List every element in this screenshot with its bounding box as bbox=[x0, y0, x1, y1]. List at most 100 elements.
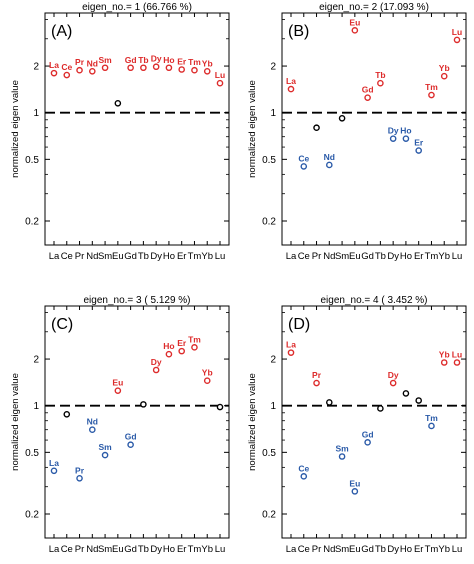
data-point bbox=[191, 344, 198, 351]
data-point bbox=[364, 94, 371, 101]
x-tick-label: Gd bbox=[124, 544, 137, 555]
x-tick-label: Nd bbox=[323, 251, 335, 262]
data-label: Pr bbox=[312, 370, 322, 380]
x-tick-label: Er bbox=[414, 251, 424, 262]
data-point bbox=[453, 36, 461, 44]
y-tick-label: 0.2 bbox=[25, 509, 39, 520]
x-tick-label: Er bbox=[414, 544, 424, 555]
panel-label: (B) bbox=[288, 23, 309, 40]
x-tick-label: Sm bbox=[98, 544, 112, 555]
y-tick-label: 0.2 bbox=[25, 216, 39, 227]
chart-panel-2: eigen_no.= 2 (17.093 %) (B) 0.2 0.5 1 2 normal… bbox=[247, 2, 467, 262]
data-label: Nd bbox=[87, 417, 98, 427]
data-point bbox=[440, 72, 448, 80]
data-label: Nd bbox=[87, 58, 98, 68]
data-label: Gd bbox=[125, 55, 137, 65]
data-point bbox=[178, 66, 185, 73]
x-tick-label: Yb bbox=[438, 544, 450, 555]
x-tick-label: Lu bbox=[452, 251, 463, 262]
data-point bbox=[50, 69, 58, 77]
x-tick-label: La bbox=[286, 251, 297, 262]
data-point bbox=[63, 71, 71, 79]
y-tick-label: 2 bbox=[270, 355, 276, 366]
data-label: Pr bbox=[75, 57, 85, 67]
data-label: Eu bbox=[112, 378, 123, 388]
data-point bbox=[140, 64, 147, 72]
y-tick-label: 1 bbox=[270, 108, 276, 119]
x-tick-label: Dy bbox=[387, 544, 399, 555]
data-point bbox=[287, 85, 295, 93]
data-label: Tm bbox=[425, 82, 438, 92]
data-point bbox=[203, 377, 211, 384]
chart-panel-4: eigen_no.= 4 ( 3.452 %) (D) 0.2 0.5 1 2 normal… bbox=[247, 295, 467, 555]
data-point bbox=[364, 439, 371, 446]
plot-frame bbox=[281, 305, 467, 539]
data-point bbox=[389, 135, 397, 142]
y-axis-label: normalized eigen value bbox=[247, 373, 258, 471]
data-label: Sm bbox=[98, 442, 112, 452]
data-point bbox=[440, 359, 448, 366]
data-point bbox=[165, 64, 173, 72]
x-tick-label: Tb bbox=[375, 251, 386, 262]
data-point bbox=[114, 387, 122, 394]
x-tick-label: Tb bbox=[138, 251, 149, 262]
x-tick-label: Tb bbox=[138, 544, 149, 555]
y-axis-label: normalized eigen value bbox=[10, 80, 21, 178]
data-point bbox=[89, 426, 96, 433]
x-tick-label: Pr bbox=[312, 251, 322, 262]
x-tick-label: Gd bbox=[361, 251, 374, 262]
data-label: Er bbox=[177, 338, 187, 348]
data-point bbox=[313, 379, 320, 387]
data-label: La bbox=[49, 458, 59, 468]
chart-panel-3: eigen_no.= 3 ( 5.129 %) (C) 0.2 0.5 1 2 normal… bbox=[10, 295, 230, 555]
data-label: Gd bbox=[362, 85, 374, 95]
panel-title: eigen_no.= 4 ( 3.452 %) bbox=[320, 295, 427, 306]
y-tick-label: 0.5 bbox=[262, 448, 276, 459]
x-tick-label: Ho bbox=[400, 544, 412, 555]
data-point bbox=[50, 467, 58, 475]
data-label: Nd bbox=[324, 152, 335, 162]
x-tick-label: Dy bbox=[387, 251, 399, 262]
x-tick-label: Tm bbox=[425, 544, 439, 555]
data-label: Yb bbox=[202, 368, 213, 378]
data-label: Ce bbox=[298, 153, 309, 163]
y-tick-label: 2 bbox=[33, 355, 39, 366]
x-tick-label: Nd bbox=[86, 544, 98, 555]
y-tick-label: 0.5 bbox=[262, 155, 276, 166]
x-tick-label: Tm bbox=[188, 544, 202, 555]
x-tick-label: Nd bbox=[323, 544, 335, 555]
y-tick-label: 0.5 bbox=[25, 448, 39, 459]
x-tick-label: Eu bbox=[349, 251, 361, 262]
x-tick-label: Tm bbox=[425, 251, 439, 262]
data-point bbox=[326, 399, 333, 406]
data-label: La bbox=[49, 60, 59, 70]
x-tick-label: Ce bbox=[298, 251, 310, 262]
panel-label: (C) bbox=[51, 316, 73, 333]
data-label: Er bbox=[414, 138, 424, 148]
data-point bbox=[415, 147, 422, 154]
data-label: Yb bbox=[439, 63, 450, 73]
data-point bbox=[338, 453, 346, 460]
data-point bbox=[402, 135, 410, 142]
data-point bbox=[389, 379, 397, 387]
data-label: Lu bbox=[452, 350, 462, 360]
x-tick-label: Yb bbox=[201, 251, 213, 262]
data-label: Ho bbox=[400, 126, 411, 136]
y-tick-label: 0.2 bbox=[262, 509, 276, 520]
x-tick-label: Sm bbox=[335, 544, 349, 555]
x-tick-label: Pr bbox=[312, 544, 322, 555]
data-label: La bbox=[286, 340, 296, 350]
data-label: Lu bbox=[215, 70, 225, 80]
data-point bbox=[216, 403, 224, 411]
x-tick-label: Sm bbox=[335, 251, 349, 262]
data-point bbox=[338, 115, 346, 122]
data-point bbox=[152, 63, 160, 71]
data-label: Sm bbox=[98, 55, 112, 65]
data-label: Eu bbox=[349, 478, 360, 488]
x-tick-label: Lu bbox=[452, 544, 463, 555]
data-label: Ce bbox=[61, 62, 72, 72]
x-tick-label: La bbox=[49, 544, 60, 555]
data-point bbox=[101, 451, 109, 459]
data-point bbox=[114, 99, 122, 107]
